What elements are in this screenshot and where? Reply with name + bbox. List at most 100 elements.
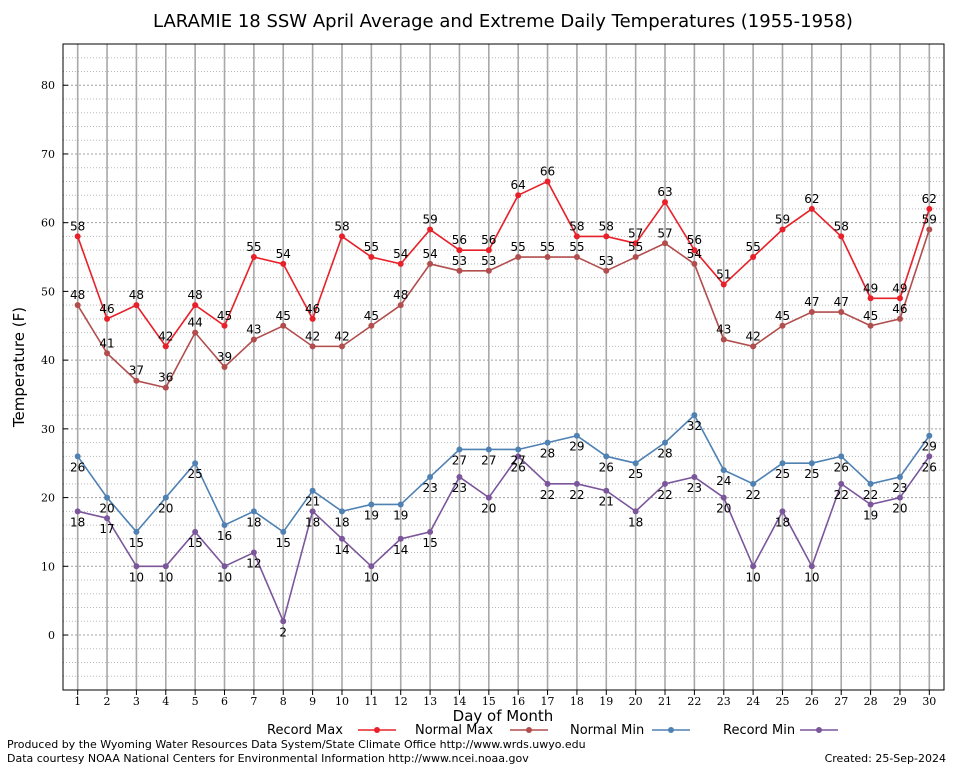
- record-min-point: [926, 453, 933, 460]
- normal-min-point: [573, 432, 580, 439]
- record-min-data-label: 20: [481, 502, 496, 516]
- x-tick-label: 29: [893, 695, 907, 708]
- record-max-point: [309, 315, 316, 322]
- x-tick-label: 7: [250, 695, 257, 708]
- record-min-data-label: 10: [129, 570, 144, 584]
- normal-min-data-label: 26: [599, 460, 614, 474]
- normal-max-data-label: 55: [569, 240, 584, 254]
- legend-marker-record-min: [816, 727, 822, 733]
- record-min-data-label: 17: [99, 522, 114, 536]
- normal-min-point: [221, 522, 228, 529]
- normal-max-point: [162, 384, 169, 391]
- record-max-point: [397, 260, 404, 267]
- normal-min-data-label: 25: [188, 467, 203, 481]
- normal-max-data-label: 59: [922, 213, 937, 227]
- normal-max-point: [221, 364, 228, 370]
- record-min-point: [573, 480, 580, 487]
- normal-max-point: [838, 309, 845, 316]
- x-tick-label: 16: [511, 695, 525, 708]
- normal-max-point: [427, 260, 434, 267]
- legend-marker-normal-max: [526, 727, 532, 733]
- normal-max-point: [573, 254, 580, 261]
- record-min-series: [74, 453, 933, 625]
- record-max-data-label: 58: [569, 219, 584, 233]
- record-min-point: [309, 508, 316, 515]
- legend-entry-record-max: Record Max: [267, 723, 396, 738]
- x-tick-label: 3: [133, 695, 140, 708]
- normal-min-data-label: 28: [540, 447, 555, 461]
- normal-max-point: [338, 343, 345, 350]
- normal-max-point: [485, 267, 492, 274]
- y-tick-label: 60: [41, 217, 55, 230]
- normal-max-point: [896, 315, 903, 322]
- record-min-point: [74, 508, 81, 515]
- normal-min-data-label: 15: [276, 536, 291, 550]
- normal-max-point: [867, 322, 874, 329]
- normal-max-point: [750, 343, 757, 350]
- legend-label-record-min: Record Min: [723, 723, 795, 738]
- normal-max-data-label: 37: [129, 364, 144, 378]
- legend-label-record-max: Record Max: [267, 723, 343, 738]
- normal-max-data-label: 42: [745, 329, 760, 343]
- normal-min-point: [896, 473, 903, 480]
- record-min-point: [632, 508, 639, 515]
- normal-max-data-label: 55: [511, 240, 526, 254]
- record-min-point: [896, 494, 903, 501]
- record-min-point: [691, 473, 698, 480]
- normal-min-point: [162, 494, 169, 501]
- record-max-data-label: 58: [834, 219, 849, 233]
- record-min-data-label: 22: [834, 488, 849, 502]
- record-min-data-label: 19: [863, 508, 878, 522]
- record-min-data-label: 15: [188, 536, 203, 550]
- record-max-data-label: 55: [364, 240, 379, 254]
- x-axis-label: Day of Month: [453, 707, 554, 725]
- credit-line-1: Produced by the Wyoming Water Resources …: [7, 738, 586, 751]
- y-tick-label: 0: [48, 629, 55, 642]
- normal-min-data-label: 26: [70, 460, 85, 474]
- record-max-data-label: 62: [804, 192, 819, 206]
- normal-max-data-label: 54: [687, 247, 702, 261]
- legend-entry-normal-max: Normal Max: [415, 723, 548, 738]
- record-max-line: [76, 180, 931, 348]
- normal-max-point: [192, 329, 199, 336]
- record-min-point: [162, 563, 169, 570]
- record-min-data-label: 26: [511, 460, 526, 474]
- created-date: Created: 25-Sep-2024: [825, 752, 946, 765]
- normal-min-point: [838, 453, 845, 460]
- record-min-data-label: 18: [775, 515, 790, 529]
- record-max-data-label: 54: [276, 247, 291, 261]
- x-tick-label: 8: [280, 695, 287, 708]
- normal-min-point: [74, 453, 81, 460]
- record-min-data-label: 18: [305, 515, 320, 529]
- record-min-point: [750, 563, 757, 570]
- normal-min-point: [632, 460, 639, 467]
- credit-line-2: Data courtesy NOAA National Centers for …: [7, 752, 529, 765]
- record-min-line: [77, 455, 930, 624]
- legend-marker-record-max: [374, 727, 380, 733]
- x-tick-label: 26: [805, 695, 819, 708]
- x-tick-label: 20: [629, 695, 643, 708]
- series-layer: [74, 178, 933, 625]
- record-min-data-label: 20: [716, 502, 731, 516]
- record-min-point: [544, 480, 551, 487]
- normal-max-data-label: 47: [834, 295, 849, 309]
- record-min-data-label: 18: [628, 515, 643, 529]
- normal-min-data-label: 28: [657, 447, 672, 461]
- normal-max-point: [632, 254, 639, 261]
- x-tick-label: 11: [364, 695, 378, 708]
- normal-min-point: [867, 480, 874, 487]
- normal-min-point: [515, 446, 522, 453]
- record-min-point: [485, 494, 492, 501]
- normal-max-point: [133, 377, 140, 384]
- x-tick-label: 15: [482, 695, 496, 708]
- normal-min-point: [250, 508, 257, 515]
- normal-max-point: [250, 336, 257, 343]
- normal-max-data-label: 53: [481, 254, 496, 268]
- record-max-point: [368, 254, 375, 261]
- x-tick-label: 30: [922, 695, 936, 708]
- record-min-point: [427, 528, 434, 535]
- x-tick-label: 14: [452, 695, 466, 708]
- record-min-data-label: 12: [246, 557, 261, 571]
- normal-min-data-label: 25: [804, 467, 819, 481]
- normal-max-data-label: 57: [657, 226, 672, 240]
